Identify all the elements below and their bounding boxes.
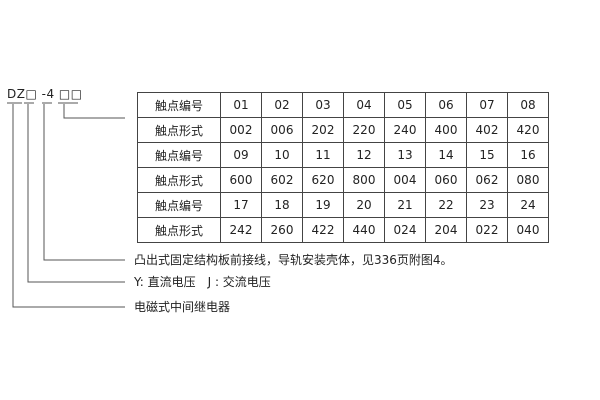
table-cell: 21 [384, 192, 426, 218]
table-cell: 022 [466, 217, 508, 243]
table-cell: 06 [425, 92, 467, 118]
table-cell: 01 [220, 92, 262, 118]
table-cell: 080 [507, 167, 549, 193]
table-cell: 400 [425, 117, 467, 143]
row-header: 触点编号 [137, 142, 221, 168]
table-cell: 22 [425, 192, 467, 218]
note-type: 电磁式中间继电器 [134, 300, 231, 314]
table-cell: 600 [220, 167, 262, 193]
table-cell: 220 [343, 117, 385, 143]
row-header: 触点形式 [137, 117, 221, 143]
table-cell: 620 [302, 167, 344, 193]
table-cell: 204 [425, 217, 467, 243]
table-cell: 24 [507, 192, 549, 218]
leader-structure [43, 104, 125, 261]
table-cell: 006 [261, 117, 303, 143]
table-cell: 420 [507, 117, 549, 143]
leader-contact [63, 104, 125, 119]
table-cell: 17 [220, 192, 262, 218]
table-cell: 09 [220, 142, 262, 168]
table-cell: 08 [507, 92, 549, 118]
table-cell: 202 [302, 117, 344, 143]
table-cell: 040 [507, 217, 549, 243]
model-code: DZ□ -4 □□ [7, 87, 83, 101]
table-cell: 242 [220, 217, 262, 243]
row-header: 触点形式 [137, 217, 221, 243]
table-cell: 402 [466, 117, 508, 143]
table-cell: 002 [220, 117, 262, 143]
note-structure: 凸出式固定结构板前接线，导轨安装壳体，见336页附图4。 [134, 253, 453, 267]
table-cell: 04 [343, 92, 385, 118]
leader-type [12, 104, 125, 308]
table-row: 触点编号 17 18 19 20 21 22 23 24 [137, 192, 549, 218]
table-cell: 12 [343, 142, 385, 168]
table-cell: 14 [425, 142, 467, 168]
table-cell: 004 [384, 167, 426, 193]
table-cell: 800 [343, 167, 385, 193]
table-row: 触点形式 002 006 202 220 240 400 402 420 [137, 117, 549, 143]
table-cell: 16 [507, 142, 549, 168]
table-cell: 240 [384, 117, 426, 143]
table-row: 触点编号 01 02 03 04 05 06 07 08 [137, 92, 549, 118]
table-cell: 05 [384, 92, 426, 118]
note-voltage: Y: 直流电压 J : 交流电压 [134, 275, 271, 289]
table-cell: 02 [261, 92, 303, 118]
table-cell: 18 [261, 192, 303, 218]
table-cell: 10 [261, 142, 303, 168]
leader-voltage [27, 104, 125, 283]
table-cell: 07 [466, 92, 508, 118]
table-cell: 422 [302, 217, 344, 243]
table-cell: 024 [384, 217, 426, 243]
table-cell: 062 [466, 167, 508, 193]
row-header: 触点编号 [137, 92, 221, 118]
table-cell: 19 [302, 192, 344, 218]
row-header: 触点形式 [137, 167, 221, 193]
table-cell: 060 [425, 167, 467, 193]
table-cell: 11 [302, 142, 344, 168]
row-header: 触点编号 [137, 192, 221, 218]
table-cell: 13 [384, 142, 426, 168]
contact-table: 触点编号 01 02 03 04 05 06 07 08 触点形式 002 006 202 220 240 4… [137, 92, 549, 243]
table-cell: 440 [343, 217, 385, 243]
table-cell: 03 [302, 92, 344, 118]
table-cell: 15 [466, 142, 508, 168]
table-cell: 23 [466, 192, 508, 218]
table-row: 触点形式 242 260 422 440 024 204 022 040 [137, 217, 549, 243]
table-cell: 20 [343, 192, 385, 218]
table-row: 触点编号 09 10 11 12 13 14 15 16 [137, 142, 549, 168]
table-cell: 260 [261, 217, 303, 243]
table-row: 触点形式 600 602 620 800 004 060 062 080 [137, 167, 549, 193]
table-cell: 602 [261, 167, 303, 193]
